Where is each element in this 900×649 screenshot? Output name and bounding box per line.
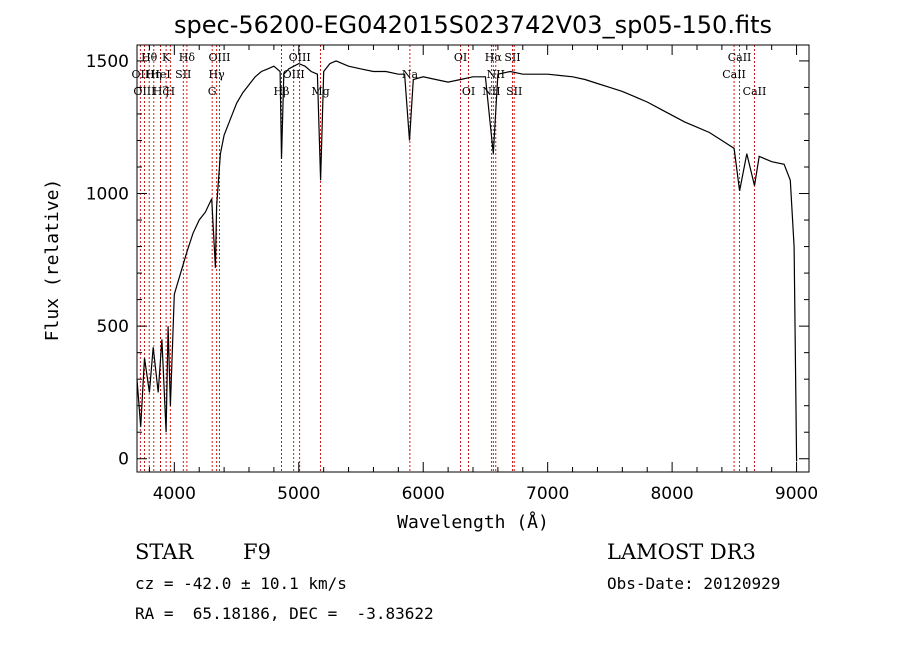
marker-label-13: Hβ bbox=[274, 85, 290, 98]
marker-label-19: OI bbox=[462, 85, 475, 98]
marker-label-5: Hζ bbox=[153, 85, 169, 98]
redshift-velocity: cz = -42.0 ± 10.1 km/s bbox=[135, 574, 347, 593]
x-axis-ticks: 4000 5000 6000 7000 8000 9000 bbox=[148, 45, 818, 504]
marker-label-12: OIII bbox=[208, 51, 230, 64]
survey-name: LAMOST DR3 bbox=[607, 540, 756, 564]
y-tick-label-3: 1500 bbox=[86, 52, 129, 72]
marker-label-23: SII bbox=[504, 51, 520, 64]
x-tick-label-2: 6000 bbox=[402, 484, 445, 504]
spectrum-line bbox=[136, 60, 798, 462]
marker-label-3: Hη bbox=[146, 68, 162, 81]
marker-label-20: NII bbox=[482, 85, 500, 98]
x-tick-label-4: 8000 bbox=[650, 484, 693, 504]
marker-label-1: OII bbox=[132, 68, 150, 81]
object-subclass: F9 bbox=[243, 540, 271, 564]
marker-label-25: CaII bbox=[722, 68, 746, 81]
marker-label-10: G bbox=[208, 85, 217, 98]
plot-frame bbox=[136, 44, 810, 473]
marker-label-8: SII bbox=[175, 68, 191, 81]
object-class: STAR bbox=[135, 540, 194, 564]
y-axis-ticks: 0 500 1000 1500 bbox=[86, 52, 809, 470]
marker-label-11: Hγ bbox=[209, 68, 226, 81]
marker-label-4: HeI bbox=[150, 68, 170, 81]
marker-label-0: Hθ bbox=[141, 51, 158, 64]
x-tick-label-0: 4000 bbox=[153, 484, 196, 504]
x-axis-label: Wavelength (Å) bbox=[397, 511, 549, 533]
marker-label-22: NII bbox=[487, 68, 505, 81]
marker-label-17: Na bbox=[402, 68, 419, 81]
marker-label-24: SII bbox=[506, 85, 522, 98]
observation-date: Obs-Date: 20120929 bbox=[607, 574, 781, 593]
marker-label-14: OIII bbox=[283, 68, 305, 81]
marker-label-2: OIII bbox=[133, 85, 155, 98]
y-axis-label: Flux (relative) bbox=[42, 179, 63, 342]
x-tick-label-5: 9000 bbox=[775, 484, 818, 504]
chart-title: spec-56200-EG042015S023742V03_sp05-150.f… bbox=[174, 11, 772, 39]
marker-label-16: Mg bbox=[311, 85, 329, 98]
marker-label-9: Hδ bbox=[179, 51, 196, 64]
emission-line-markers bbox=[139, 45, 755, 472]
marker-label-26: CaII bbox=[728, 51, 752, 64]
marker-label-7: H bbox=[166, 85, 176, 98]
y-tick-label-2: 1000 bbox=[86, 185, 129, 205]
x-tick-label-1: 5000 bbox=[277, 484, 320, 504]
marker-label-27: CaII bbox=[743, 85, 767, 98]
y-tick-label-0: 0 bbox=[118, 450, 129, 470]
marker-label-21: Hα bbox=[485, 51, 503, 64]
coordinates: RA = 65.18186, DEC = -3.83622 bbox=[135, 604, 434, 623]
marker-label-15: OIII bbox=[289, 51, 311, 64]
y-tick-label-1: 500 bbox=[97, 317, 129, 337]
marker-label-18: OI bbox=[454, 51, 467, 64]
x-tick-label-3: 7000 bbox=[526, 484, 569, 504]
marker-label-6: K bbox=[162, 51, 171, 64]
